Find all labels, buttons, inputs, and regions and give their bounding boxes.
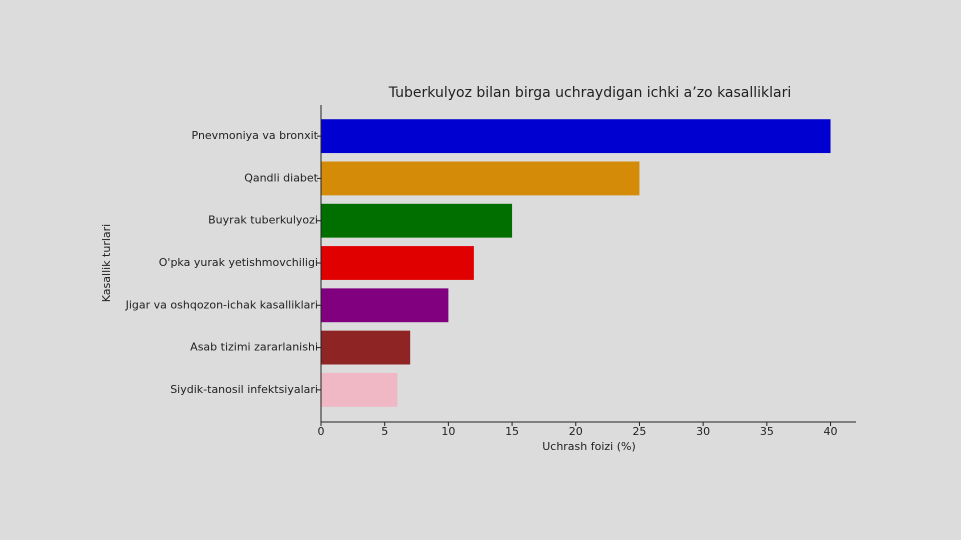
y-tick-label: Pnevmoniya va bronxit <box>192 129 319 142</box>
y-tick-label: Asab tizimi zararlanishi <box>190 341 318 354</box>
bar <box>321 330 411 365</box>
x-tick-label: 35 <box>760 425 774 438</box>
x-tick-label: 5 <box>381 425 388 438</box>
bar <box>321 161 640 196</box>
x-tick-label: 0 <box>318 425 325 438</box>
x-tick-label: 15 <box>505 425 519 438</box>
y-tick-label: Siydik-tanosil infektsiyalari <box>170 383 318 396</box>
bar <box>321 246 474 280</box>
y-tick-label: Qandli diabet <box>244 171 318 184</box>
bar <box>321 288 449 323</box>
chart-title: Tuberkulyoz bilan birga uchraydigan ichk… <box>388 85 792 101</box>
bar <box>321 119 831 154</box>
y-tick-label: O'pka yurak yetishmovchiligi <box>159 256 318 269</box>
bar <box>321 203 513 238</box>
x-tick-label: 20 <box>569 425 583 438</box>
x-tick-label: 40 <box>824 425 838 438</box>
y-tick-label: Jigar va oshqozon-ichak kasalliklari <box>125 298 318 311</box>
x-tick-label: 25 <box>632 425 646 438</box>
x-tick-label: 30 <box>696 425 710 438</box>
y-tick-label: Buyrak tuberkulyozi <box>208 214 318 227</box>
x-tick-label: 10 <box>441 425 455 438</box>
bar <box>321 372 398 407</box>
y-axis-label: Kasallik turlari <box>100 224 113 302</box>
x-axis-label: Uchrash foizi (%) <box>542 440 636 453</box>
